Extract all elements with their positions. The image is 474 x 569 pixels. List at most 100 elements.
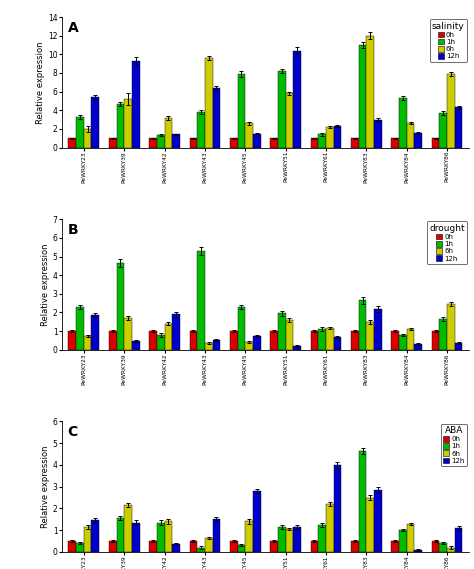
Bar [407,523,414,552]
Bar [326,127,334,147]
Bar [230,331,237,350]
Bar [359,451,366,552]
Bar [230,541,237,552]
Bar [245,123,253,147]
Bar [293,527,301,552]
Bar [414,344,422,350]
Legend: 0h, 1h, 6h, 12h: 0h, 1h, 6h, 12h [441,423,467,466]
Bar [407,329,414,350]
Bar [91,97,99,147]
Bar [392,331,399,350]
Legend: 0h, 1h, 6h, 12h: 0h, 1h, 6h, 12h [429,19,467,62]
Bar [432,331,439,350]
Bar [447,304,455,350]
Bar [270,331,278,350]
Y-axis label: Relative expression: Relative expression [36,41,45,123]
Bar [253,491,261,552]
Bar [253,134,261,147]
Bar [230,138,237,147]
Bar [270,138,278,147]
Bar [132,522,139,552]
Bar [351,331,359,350]
Bar [68,541,76,552]
Bar [447,547,455,552]
Bar [392,138,399,147]
Bar [205,538,212,552]
Bar [278,527,286,552]
Bar [334,337,341,350]
Bar [455,108,463,147]
Bar [310,331,319,350]
Bar [278,314,286,350]
Text: A: A [68,21,79,35]
Bar [117,518,124,552]
Y-axis label: Relative expression: Relative expression [41,244,50,325]
Bar [237,74,245,147]
Bar [91,521,99,552]
Bar [366,497,374,552]
Bar [293,51,301,147]
Bar [237,546,245,552]
Bar [157,135,164,147]
Bar [270,541,278,552]
Bar [432,138,439,147]
Bar [164,118,172,147]
Bar [212,340,220,350]
Bar [319,329,326,350]
Bar [432,541,439,552]
Bar [293,346,301,350]
Bar [109,138,117,147]
Bar [76,543,84,552]
Bar [84,527,91,552]
Bar [286,320,293,350]
Bar [392,541,399,552]
Bar [399,530,407,552]
Bar [157,522,164,552]
Bar [334,126,341,147]
Bar [310,138,319,147]
Text: C: C [68,426,78,439]
Bar [286,93,293,147]
Bar [439,113,447,147]
Bar [190,541,197,552]
Bar [132,61,139,147]
Bar [326,328,334,350]
Bar [351,138,359,147]
Bar [172,134,180,147]
Bar [447,74,455,147]
Bar [190,331,197,350]
Bar [164,324,172,350]
Bar [319,525,326,552]
Bar [245,522,253,552]
Bar [68,138,76,147]
Bar [455,528,463,552]
Bar [68,331,76,350]
Bar [310,541,319,552]
Bar [205,58,212,147]
Bar [117,104,124,147]
Bar [124,505,132,552]
Bar [245,343,253,350]
Bar [414,133,422,147]
Bar [359,300,366,350]
Bar [366,36,374,147]
Bar [366,322,374,350]
Bar [319,134,326,147]
Text: B: B [68,223,78,237]
Y-axis label: Relative expression: Relative expression [41,446,50,528]
Bar [197,112,205,147]
Bar [172,545,180,552]
Bar [334,465,341,552]
Bar [253,336,261,350]
Legend: 0h, 1h, 6h, 12h: 0h, 1h, 6h, 12h [427,221,467,264]
Bar [439,319,447,350]
Bar [164,522,172,552]
Bar [109,541,117,552]
Bar [109,331,117,350]
Bar [91,315,99,350]
Bar [76,117,84,147]
Bar [149,138,157,147]
Bar [439,543,447,552]
Bar [399,98,407,147]
Bar [132,341,139,350]
